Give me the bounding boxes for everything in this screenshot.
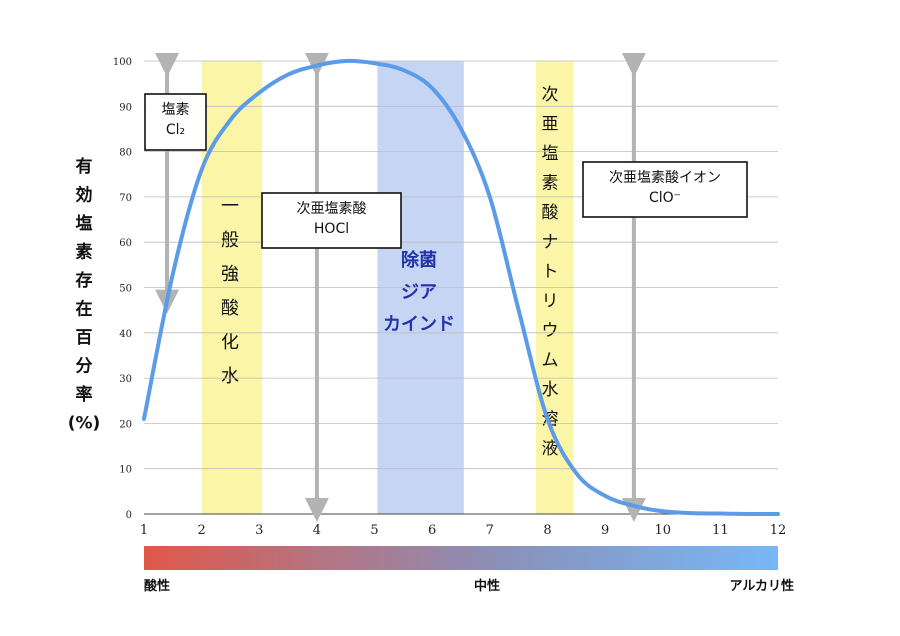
x-tick-label: 2 bbox=[197, 523, 205, 538]
x-tick-label: 9 bbox=[601, 523, 609, 538]
ph-scale: 酸性 中性 アルカリ性 bbox=[144, 546, 794, 594]
y-tick-label: 100 bbox=[113, 57, 132, 68]
x-tick-label: 4 bbox=[313, 523, 321, 538]
band-label-char: 素 bbox=[542, 174, 559, 194]
band-label-char: ト bbox=[542, 262, 559, 282]
band-label-char: 酸 bbox=[221, 298, 239, 319]
acidic-label: 酸性 bbox=[144, 578, 170, 594]
zone-label-line: カインド bbox=[383, 314, 455, 335]
y-axis-label-char: (%) bbox=[68, 414, 101, 434]
y-tick-label: 10 bbox=[119, 465, 132, 476]
ph-gradient-bar bbox=[144, 546, 778, 570]
y-axis-label-char: 素 bbox=[76, 243, 93, 263]
y-tick-label: 30 bbox=[119, 374, 132, 385]
y-tick-label: 20 bbox=[119, 419, 132, 430]
annotation-text: ClO⁻ bbox=[649, 190, 681, 206]
species-curve bbox=[142, 58, 780, 517]
line-layer bbox=[142, 58, 780, 517]
y-tick-label: 90 bbox=[119, 102, 132, 113]
annotation-text: Cl₂ bbox=[166, 122, 185, 138]
annotation-text: 次亜塩素酸 bbox=[297, 201, 367, 217]
annotation-text: 塩素 bbox=[162, 102, 190, 118]
x-tick-label: 10 bbox=[654, 523, 671, 538]
zone-label-line: 除菌 bbox=[401, 249, 437, 271]
band-label-char: 水 bbox=[221, 366, 239, 387]
band-label-char: 一 bbox=[221, 196, 239, 217]
y-tick-label: 40 bbox=[119, 329, 132, 340]
band-label-char: ム bbox=[542, 351, 559, 371]
y-axis-label-char: 在 bbox=[76, 299, 93, 320]
band-label-char: ウ bbox=[542, 321, 559, 341]
x-tick-label: 12 bbox=[770, 523, 787, 538]
band-label-char: 塩 bbox=[542, 144, 559, 164]
y-axis-label-char: 率 bbox=[76, 384, 93, 405]
boxes-layer: 塩素 Cl₂ 次亜塩素酸 HOCl 次亜塩素酸イオン ClO⁻ bbox=[144, 93, 748, 249]
x-tick-label: 3 bbox=[255, 523, 263, 538]
band-label-char: 液 bbox=[542, 439, 559, 459]
annotation-box-0 bbox=[144, 93, 207, 151]
x-tick-label: 6 bbox=[428, 523, 436, 538]
annotation-box-2 bbox=[582, 161, 748, 218]
annotation-box-1 bbox=[261, 192, 402, 249]
band-label-char: 般 bbox=[221, 230, 239, 251]
y-tick-label: 0 bbox=[126, 510, 132, 521]
x-tick-label: 1 bbox=[140, 523, 148, 538]
band-label-char: 水 bbox=[542, 380, 559, 400]
band-label-char: 化 bbox=[221, 332, 239, 353]
zone-label-line: ジア bbox=[401, 282, 437, 303]
y-axis-label-char: 存 bbox=[76, 270, 93, 291]
y-tick-label: 60 bbox=[119, 238, 132, 249]
y-axis-label-char: 分 bbox=[76, 357, 93, 377]
band-label-char: 亜 bbox=[542, 115, 559, 135]
band-label-char: リ bbox=[542, 292, 559, 312]
y-tick-label: 50 bbox=[119, 284, 132, 295]
y-axis-label-char: 有 bbox=[76, 156, 93, 177]
x-tick-label: 8 bbox=[543, 523, 551, 538]
y-axis-label-char: 百 bbox=[76, 328, 93, 348]
alkaline-label: アルカリ性 bbox=[730, 578, 794, 594]
x-tick-label: 7 bbox=[486, 523, 494, 538]
band-label-char: 酸 bbox=[542, 203, 559, 223]
x-tick-label: 11 bbox=[712, 523, 729, 538]
neutral-label: 中性 bbox=[474, 578, 500, 594]
y-axis-label-char: 効 bbox=[76, 185, 93, 206]
annotation-text: 次亜塩素酸イオン bbox=[609, 170, 721, 186]
x-tick-label: 5 bbox=[370, 523, 378, 538]
band-label-char: 次 bbox=[542, 85, 559, 105]
y-tick-label: 80 bbox=[119, 148, 132, 159]
y-axis-label-char: 塩 bbox=[76, 213, 93, 234]
annotation-text: HOCl bbox=[314, 221, 349, 237]
y-tick-label: 70 bbox=[119, 193, 132, 204]
band-label-char: 強 bbox=[221, 264, 239, 285]
